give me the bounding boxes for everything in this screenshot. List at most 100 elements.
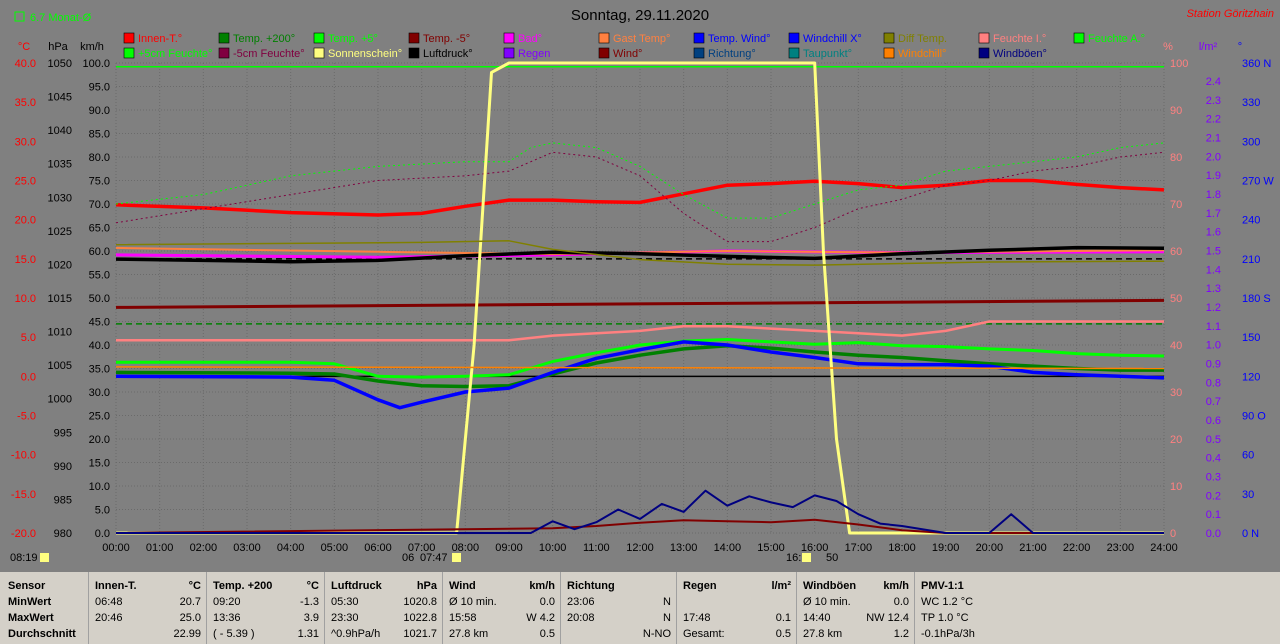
stat-column-title: Innen-T. (95, 580, 137, 592)
rain-tick-label: 1.6 (1206, 227, 1221, 239)
kmh-tick-label: 70.0 (89, 199, 110, 211)
direction-tick-label: 240 (1242, 215, 1260, 227)
time-tick-label: 24:00 (1150, 542, 1178, 554)
stat-column-unit: °C (306, 580, 319, 592)
legend-swatch (598, 47, 610, 59)
time-tick-label: 10:00 (539, 542, 567, 554)
stat-cell-time: 27.8 km (803, 628, 843, 640)
series-line (115, 298, 1165, 309)
weather-chart: Sonntag, 29.11.2020 Station Göritzhain 6.7… (10, 7, 1274, 564)
direction-tick-label: 150 (1242, 332, 1260, 344)
time-tick-label: 22:00 (1063, 542, 1091, 554)
stat-cell-value: 0.1 (775, 612, 791, 624)
series-line (116, 338, 1165, 379)
percent-tick-label: 90 (1170, 105, 1182, 117)
pressure-tick-label: 985 (54, 494, 72, 506)
legend-swatch (883, 32, 895, 44)
direction-tick-label: 120 (1242, 371, 1260, 383)
stat-column: PMV-1:1 WC 1.2 °C TP 1.0 °C -0.1hPa/3h (914, 572, 1035, 644)
legend-label: Innen-T.° (138, 33, 182, 45)
rain-tick-label: 0.2 (1206, 490, 1221, 502)
kmh-tick-label: 85.0 (89, 129, 110, 141)
legend-swatch (693, 47, 705, 59)
kmh-unit-label: km/h (80, 41, 104, 53)
kmh-tick-label: 60.0 (89, 246, 110, 258)
kmh-tick-label: 50.0 (89, 293, 110, 305)
time-tick-label: 23:00 (1107, 542, 1135, 554)
time-tick-label: 19:00 (932, 542, 960, 554)
series-line (116, 320, 1164, 342)
stat-column-title: Regen (683, 580, 717, 592)
percent-unit-label: % (1163, 41, 1173, 53)
time-tick-label: 18:00 (888, 542, 916, 554)
sunrise-label: 07:47 (420, 552, 448, 564)
stat-cell-value: 1.2 (893, 628, 909, 640)
pressure-tick-label: 1010 (48, 327, 72, 339)
stat-cell-time: -0.1hPa/3h (921, 628, 975, 640)
legend-swatch (978, 32, 990, 44)
legend-label: Windböen° (993, 48, 1047, 60)
stat-cell-value: W 4.2 (526, 612, 555, 624)
stat-cell-time: 23:30 (331, 612, 359, 624)
month-avg-label: 6.7 Monat-Ø (30, 12, 92, 24)
stat-cell-value: N-NO (642, 628, 671, 640)
pressure-tick-label: 1020 (48, 259, 72, 271)
temp-tick-label: -5.0 (17, 411, 36, 423)
pressure-tick-label: 1035 (48, 159, 72, 171)
stat-cell-time: 27.8 km (449, 628, 489, 640)
direction-tick-label: 60 (1242, 450, 1254, 462)
kmh-tick-label: 30.0 (89, 387, 110, 399)
series-line (115, 245, 1165, 264)
rain-tick-label: 2.4 (1206, 76, 1221, 88)
percent-tick-label: 60 (1170, 246, 1182, 258)
time-tick-label: 06:00 (364, 542, 392, 554)
stat-cell-value: 1.31 (297, 628, 319, 640)
kmh-tick-label: 40.0 (89, 340, 110, 352)
stat-column-title: Richtung (567, 580, 615, 592)
time-tick-label: 21:00 (1019, 542, 1047, 554)
pressure-tick-label: 1040 (48, 125, 72, 137)
temp-tick-label: -20.0 (11, 528, 36, 540)
legend-label: Wind° (613, 48, 642, 60)
stat-cell-time: 13:36 (213, 612, 241, 624)
legend-swatch (693, 32, 705, 44)
series-line (115, 366, 1165, 370)
stat-cell-time: Ø 10 min. (803, 596, 851, 608)
stat-cell-time: WC 1.2 °C (921, 596, 974, 608)
time-tick-label: 03:00 (233, 542, 261, 554)
kmh-tick-label: 100.0 (82, 58, 110, 70)
direction-tick-label: 360 N (1242, 58, 1271, 70)
legend-swatch (313, 32, 325, 44)
stat-cell-time: 09:20 (213, 596, 241, 608)
legend-label: Feuchte A.° (1088, 33, 1145, 45)
sun-marker-icon (40, 553, 49, 562)
stat-cell-value: N (663, 596, 671, 608)
stat-cell-value: 1020.8 (403, 596, 437, 608)
kmh-tick-label: 55.0 (89, 270, 110, 282)
rain-tick-label: 0.7 (1206, 396, 1221, 408)
time-tick-label: 16:00 (801, 542, 829, 554)
kmh-tick-label: 90.0 (89, 105, 110, 117)
stat-column-title: Windböen (803, 580, 857, 592)
stat-column-unit: l/m² (771, 580, 791, 592)
stat-cell-value: N (663, 612, 671, 624)
stat-cell-time: Ø 10 min. (449, 596, 497, 608)
rain-tick-label: 2.3 (1206, 95, 1221, 107)
kmh-tick-label: 25.0 (89, 411, 110, 423)
stat-column: Innen-T. °C 06:48 20.7 20:46 25.0 22.99 (88, 572, 207, 644)
rain-tick-label: 2.2 (1206, 114, 1221, 126)
temp-tick-label: -15.0 (11, 489, 36, 501)
temp-tick-label: 30.0 (15, 136, 36, 148)
stat-column-title: PMV-1:1 (921, 580, 964, 592)
stat-cell-time: 17:48 (683, 612, 711, 624)
direction-unit-label: ° (1238, 41, 1242, 53)
time-tick-label: 14:00 (714, 542, 742, 554)
row-label-max: MaxWert (8, 612, 54, 624)
rain-tick-label: 1.3 (1206, 283, 1221, 295)
legend-swatch (883, 47, 895, 59)
stat-column-unit: °C (188, 580, 201, 592)
percent-tick-label: 50 (1170, 293, 1182, 305)
legend-label: Temp. +5° (328, 33, 378, 45)
stat-cell-time: Gesamt: (683, 628, 725, 640)
time-tick-label: 15:00 (757, 542, 785, 554)
